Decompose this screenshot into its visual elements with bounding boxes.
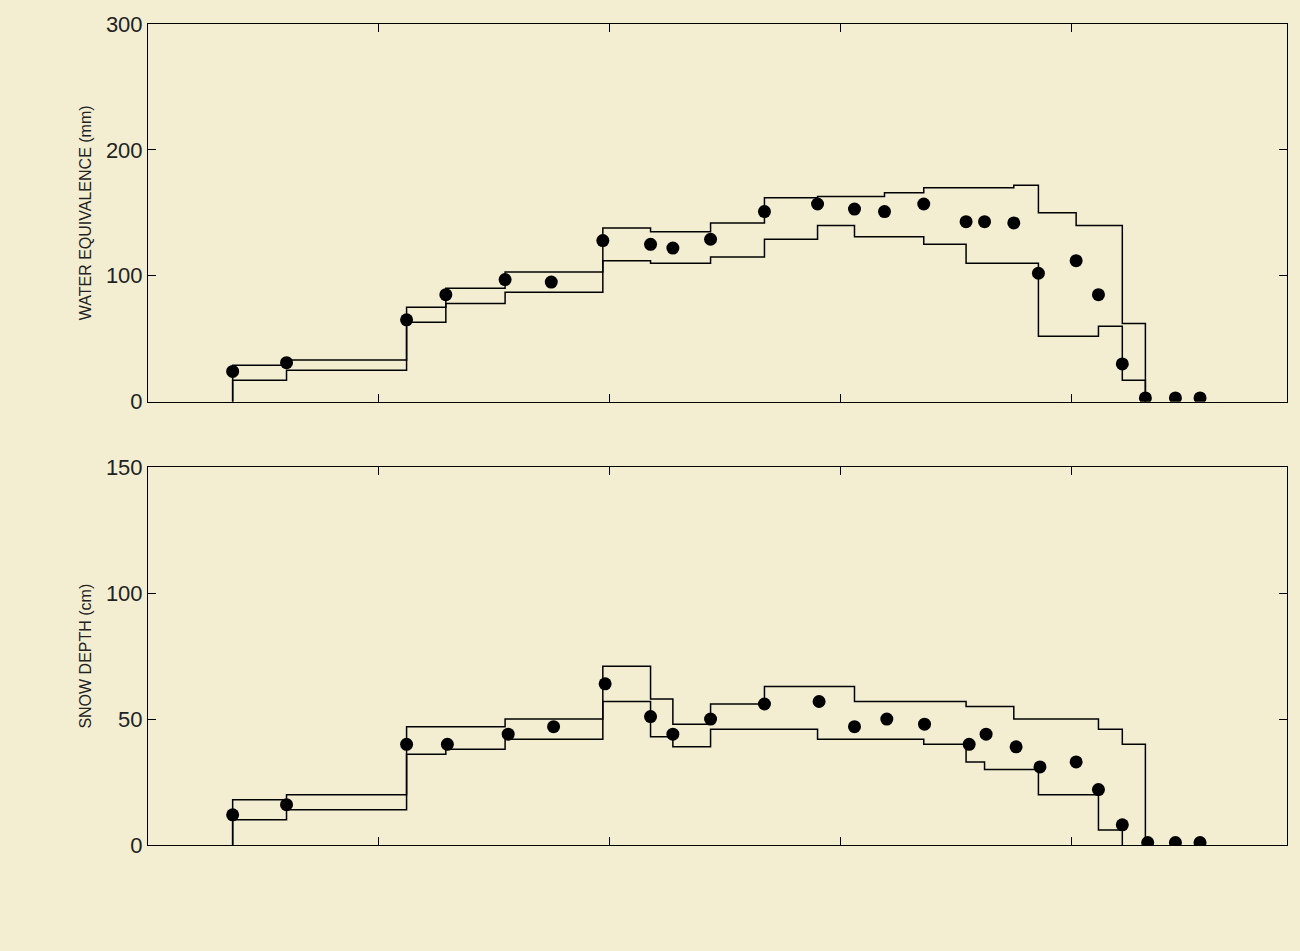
svg-text:WATER EQUIVALENCE (mm): WATER EQUIVALENCE (mm) bbox=[77, 105, 94, 320]
svg-text:100: 100 bbox=[106, 263, 143, 288]
svg-text:0: 0 bbox=[130, 389, 142, 414]
svg-text:SNOW DEPTH (cm): SNOW DEPTH (cm) bbox=[77, 584, 94, 729]
svg-text:150: 150 bbox=[106, 455, 143, 480]
svg-text:100: 100 bbox=[106, 581, 143, 606]
svg-text:50: 50 bbox=[118, 707, 142, 732]
svg-text:200: 200 bbox=[106, 138, 143, 163]
svg-text:300: 300 bbox=[106, 12, 143, 37]
svg-text:0: 0 bbox=[130, 833, 142, 858]
